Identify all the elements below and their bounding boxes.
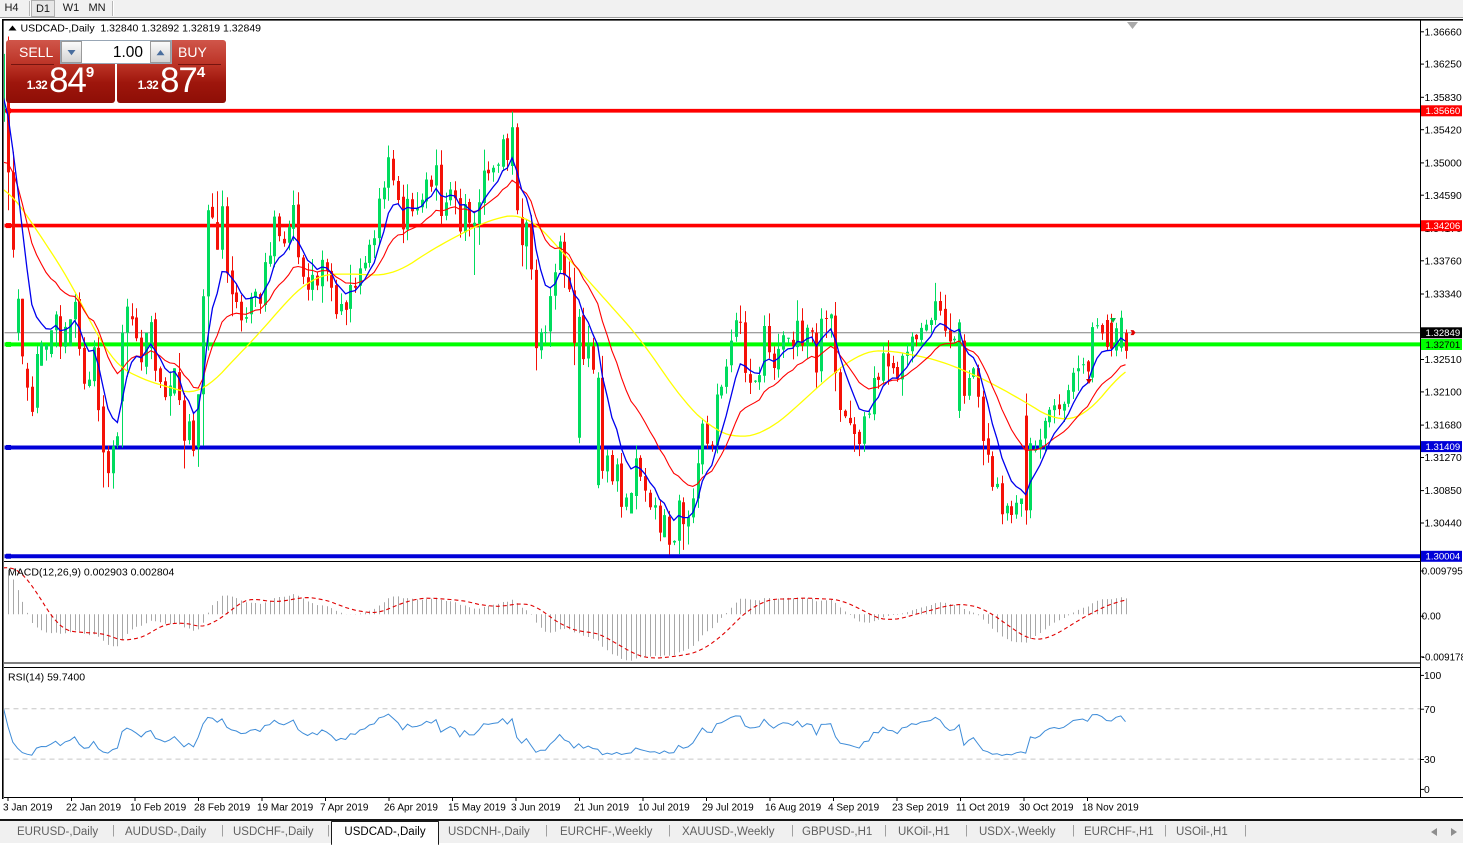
svg-text:USDCAD-,Daily 1.32840 1.32892: USDCAD-,Daily 1.32840 1.32892 1.32819 1.… [21, 23, 262, 35]
svg-text:1.34590: 1.34590 [1425, 191, 1462, 202]
svg-text:1.32701: 1.32701 [1426, 340, 1461, 351]
svg-text:1.34206: 1.34206 [1426, 221, 1461, 232]
svg-text:1.32849: 1.32849 [1426, 328, 1461, 339]
svg-text:0.009795: 0.009795 [1422, 567, 1463, 578]
svg-text:1.31270: 1.31270 [1425, 453, 1462, 464]
svg-text:1.30850: 1.30850 [1425, 486, 1462, 497]
svg-text:23 Sep 2019: 23 Sep 2019 [892, 803, 949, 814]
svg-text:70: 70 [1424, 705, 1436, 716]
svg-text:26 Apr 2019: 26 Apr 2019 [384, 803, 438, 814]
svg-text:1.31680: 1.31680 [1425, 421, 1462, 432]
svg-text:15 May 2019: 15 May 2019 [448, 803, 506, 814]
svg-text:1.31409: 1.31409 [1426, 442, 1461, 453]
svg-text:1.35830: 1.35830 [1425, 93, 1462, 104]
svg-text:7 Apr 2019: 7 Apr 2019 [320, 803, 369, 814]
svg-text:10 Jul 2019: 10 Jul 2019 [638, 803, 690, 814]
svg-text:10 Feb 2019: 10 Feb 2019 [130, 803, 187, 814]
svg-text:30: 30 [1424, 755, 1436, 766]
svg-text:1.35000: 1.35000 [1425, 159, 1462, 170]
svg-text:21 Jun 2019: 21 Jun 2019 [574, 803, 629, 814]
svg-text:1.32100: 1.32100 [1425, 388, 1462, 399]
svg-text:1.35660: 1.35660 [1426, 106, 1461, 117]
svg-text:0.00: 0.00 [1422, 612, 1442, 623]
svg-text:29 Jul 2019: 29 Jul 2019 [702, 803, 754, 814]
svg-text:28 Feb 2019: 28 Feb 2019 [194, 803, 251, 814]
svg-text:3 Jun 2019: 3 Jun 2019 [511, 803, 561, 814]
svg-text:MACD(12,26,9) 0.002903 0.00280: MACD(12,26,9) 0.002903 0.002804 [8, 567, 175, 579]
svg-text:1.30440: 1.30440 [1425, 519, 1462, 530]
svg-text:30 Oct 2019: 30 Oct 2019 [1019, 803, 1074, 814]
svg-text:1.33760: 1.33760 [1425, 256, 1462, 267]
svg-text:19 Mar 2019: 19 Mar 2019 [257, 803, 314, 814]
svg-text:-0.009178: -0.009178 [1422, 652, 1463, 663]
svg-text:1.35420: 1.35420 [1425, 125, 1462, 136]
svg-text:1.36250: 1.36250 [1425, 60, 1462, 71]
svg-text:1.30004: 1.30004 [1426, 552, 1461, 563]
svg-text:RSI(14) 59.7400: RSI(14) 59.7400 [8, 672, 85, 684]
svg-text:4 Sep 2019: 4 Sep 2019 [828, 803, 880, 814]
svg-text:3 Jan 2019: 3 Jan 2019 [3, 803, 53, 814]
svg-text:1.32510: 1.32510 [1425, 355, 1462, 366]
svg-text:11 Oct 2019: 11 Oct 2019 [956, 803, 1010, 814]
svg-text:100: 100 [1424, 671, 1441, 682]
svg-text:22 Jan 2019: 22 Jan 2019 [66, 803, 121, 814]
svg-text:16 Aug 2019: 16 Aug 2019 [765, 803, 822, 814]
svg-text:1.33340: 1.33340 [1425, 290, 1462, 301]
svg-text:0: 0 [1424, 785, 1430, 796]
svg-text:1.36660: 1.36660 [1425, 27, 1462, 38]
svg-text:18 Nov 2019: 18 Nov 2019 [1082, 803, 1139, 814]
